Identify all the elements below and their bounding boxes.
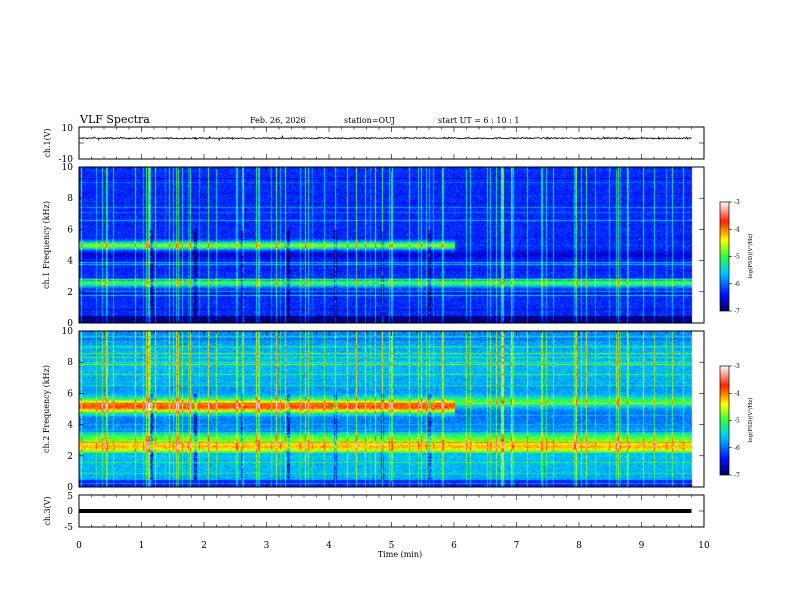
- x-tick-label: 0: [76, 541, 82, 551]
- colorbar-tick-label: -4: [734, 226, 740, 233]
- x-tick-label: 3: [264, 541, 270, 551]
- ch2-colorbar-ticks: -3 -4 -5 -6 -7: [729, 363, 740, 479]
- date-label: Feb. 26, 2026: [250, 116, 306, 125]
- ch2-spectrogram-image: [79, 331, 704, 487]
- colorbar-tick-label: -5: [734, 254, 740, 261]
- colorbar-tick-label: -7: [734, 308, 740, 315]
- ch1-spectrogram-image: [79, 167, 704, 323]
- x-tick-label: 1: [139, 541, 145, 551]
- colorbar-tick-label: -3: [734, 199, 740, 206]
- ch2-spectrogram-ticks: [78, 330, 705, 488]
- y-tick-label: 6: [67, 225, 73, 235]
- colorbar-tick-label: -7: [734, 472, 740, 479]
- ch3-waveform-ticks: [78, 494, 705, 528]
- colorbar-tick-label: -6: [734, 445, 740, 452]
- y-tick-label: 4: [67, 421, 73, 431]
- y-tick-label: 0: [67, 319, 73, 329]
- ch1-waveform-panel: 10 -10 ch.1(V): [43, 124, 705, 165]
- ch1-waveform-ylabel: ch.1(V): [43, 128, 52, 157]
- ch1-colorbar: -3 -4 -5 -6 -7 log(PSD)(V²/Hz): [719, 199, 754, 315]
- y-tick-label: 0: [67, 483, 73, 493]
- y-tick-label: 8: [67, 358, 73, 368]
- start-time-label: start UT = 6 : 10 : 1: [438, 116, 519, 125]
- y-tick-label: 2: [67, 288, 73, 298]
- ch2-spectrogram-ylabel-channel: ch.2 Frequency (kHz): [42, 365, 51, 453]
- ch2-colorbar-label: log(PSD)(V²/Hz): [747, 398, 754, 443]
- y-tick-label: 8: [67, 194, 73, 204]
- y-tick-label: 6: [67, 389, 73, 399]
- ch3-waveform-ylabel: ch.3(V): [43, 496, 52, 525]
- y-tick-label: 10: [62, 163, 74, 173]
- x-tick-label: 6: [451, 541, 457, 551]
- x-tick-label: 8: [576, 541, 582, 551]
- y-tick-label: 10: [62, 327, 74, 337]
- ch3-ytick-top: 5: [67, 492, 73, 502]
- x-tick-label: 7: [514, 541, 520, 551]
- colorbar-tick-label: -3: [734, 363, 740, 370]
- x-tick-label: 4: [326, 541, 332, 551]
- ch1-colorbar-gradient: [719, 201, 730, 312]
- y-tick-label: 4: [67, 257, 73, 267]
- x-axis-label: Time (min): [378, 550, 422, 559]
- ch2-spectrogram-yticklabels: 0 2 4 6 8 10: [62, 327, 74, 493]
- ch1-waveform-trace: [79, 134, 692, 142]
- ch1-spectrogram-ticks: [78, 166, 705, 324]
- ch1-ytick-bottom: -10: [59, 155, 74, 165]
- ch1-waveform-ticks: [78, 126, 705, 160]
- station-label: station=OUJ: [344, 116, 395, 125]
- colorbar-tick-label: -4: [734, 390, 740, 397]
- ch2-colorbar-gradient: [719, 365, 730, 476]
- colorbar-tick-label: -6: [734, 281, 740, 288]
- ch1-spectrogram-yticklabels: 0 2 4 6 8 10: [62, 163, 74, 329]
- ch2-spectrogram-panel: 0 2 4 6 8 10 ch.2 Frequency (kHz): [42, 327, 705, 493]
- colorbar-tick-label: -5: [734, 418, 740, 425]
- x-tick-label: 9: [639, 541, 645, 551]
- ch3-waveform-panel: 5 0 -5 ch.3(V): [43, 492, 705, 533]
- ch1-spectrogram-panel: 0 2 4 6 8 10 ch.1 Frequency (kHz): [42, 163, 705, 329]
- x-axis-ticklabels: 0 1 2 3 4 5 6 7 8 9 10: [76, 541, 710, 551]
- y-tick-label: 2: [67, 452, 73, 462]
- x-tick-label: 2: [201, 541, 207, 551]
- ch2-colorbar: -3 -4 -5 -6 -7 log(PSD)(V²/Hz): [719, 363, 754, 479]
- x-tick-label: 5: [389, 541, 395, 551]
- ch1-colorbar-label: log(PSD)(V²/Hz): [747, 234, 754, 279]
- x-tick-label: 10: [698, 541, 710, 551]
- ch1-spectrogram-ylabel-channel: ch.1 Frequency (kHz): [42, 201, 51, 289]
- chart-title: VLF Spectra: [79, 113, 150, 126]
- ch3-ytick-mid: 0: [67, 507, 73, 517]
- ch1-ytick-top: 10: [62, 124, 74, 134]
- ch1-colorbar-ticks: -3 -4 -5 -6 -7: [729, 199, 740, 315]
- ch3-ytick-bottom: -5: [64, 523, 73, 533]
